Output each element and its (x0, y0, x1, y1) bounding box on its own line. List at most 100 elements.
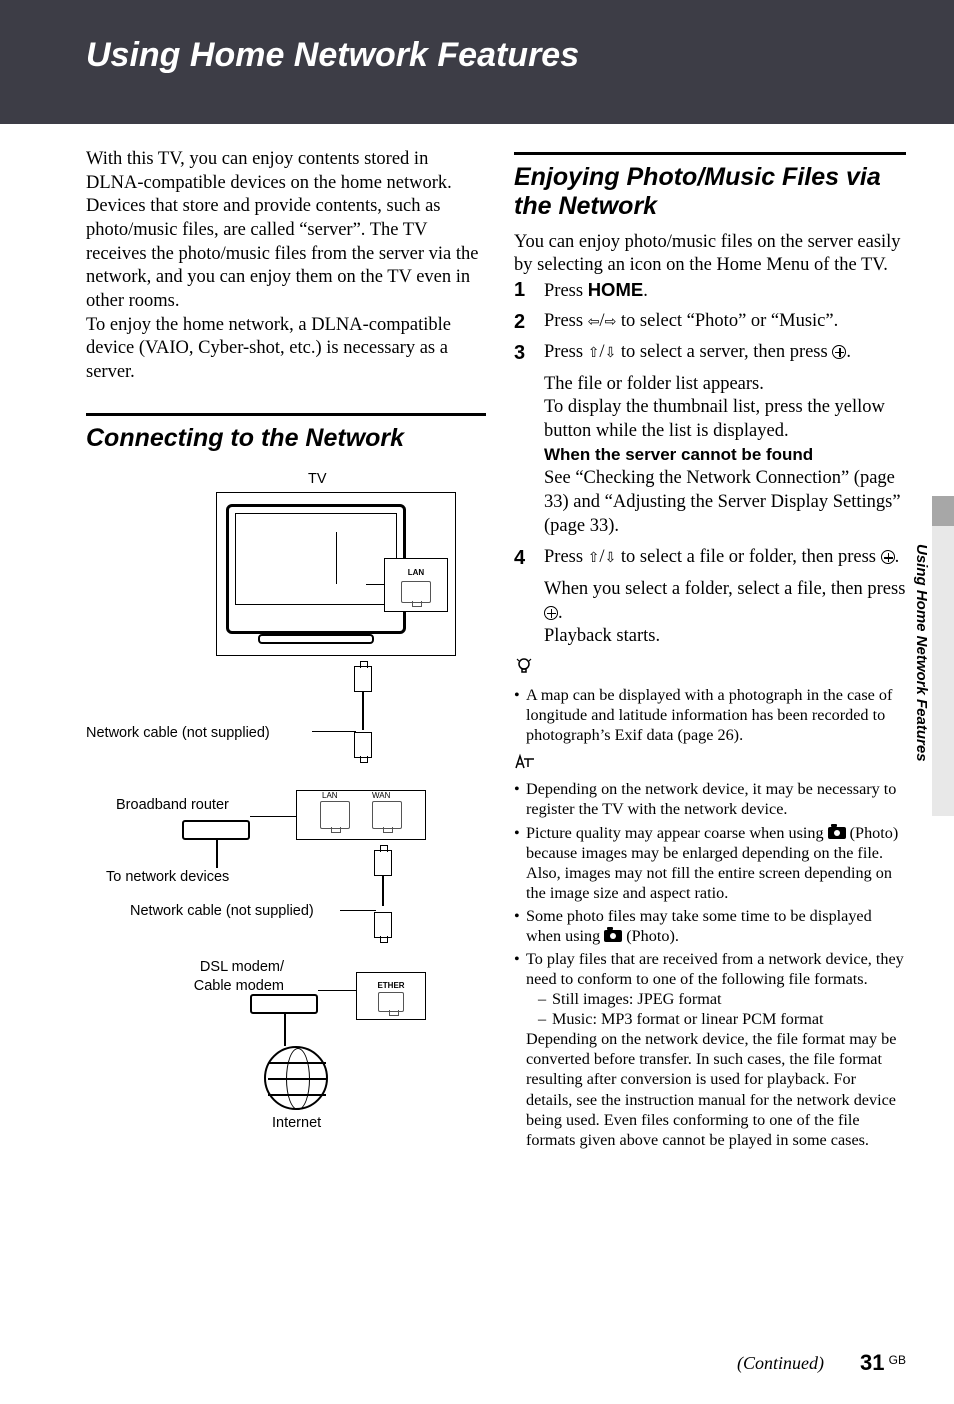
step-4: 4 Press ⇧/⇩ to select a file or folder, … (514, 546, 906, 572)
lan-port-label: LAN (408, 568, 424, 578)
router-ports-icon: LAN WAN (296, 790, 426, 840)
right-arrow-icon: ⇨ (605, 313, 617, 331)
step3-p1: The file or folder list appears. (544, 373, 906, 397)
modem-icon (250, 994, 318, 1014)
note-sub-text: Still images: JPEG format (552, 989, 722, 1009)
step-num: 1 (514, 278, 544, 304)
note-text: Picture quality may appear coarse when u… (526, 823, 906, 903)
content-columns: With this TV, you can enjoy contents sto… (0, 124, 954, 1153)
router-wan-label: WAN (372, 791, 390, 801)
enjoy-intro: You can enjoy photo/music files on the s… (514, 231, 906, 278)
plug-icon (354, 666, 372, 692)
side-tab (932, 526, 954, 816)
note-item: •Some photo files may take some time to … (514, 906, 906, 946)
page-footer: 31 GB (860, 1350, 906, 1376)
lead-line (318, 990, 356, 991)
enter-icon (544, 606, 558, 620)
right-column: Enjoying Photo/Music Files via the Netwo… (514, 148, 906, 1153)
modem-port-icon: ETHER (356, 972, 426, 1020)
step-body: Press ⇧/⇩ to select a server, then press… (544, 341, 906, 367)
note-sub-text: Music: MP3 format or linear PCM format (552, 1009, 824, 1029)
note-item: • To play files that are received from a… (514, 949, 906, 1150)
tip-list: •A map can be displayed with a photograp… (514, 685, 906, 745)
lan-port-icon: LAN (384, 558, 448, 612)
step-1: 1 Press HOME. (514, 278, 906, 304)
enter-icon (832, 345, 846, 359)
lead-line (340, 910, 376, 911)
left-column: With this TV, you can enjoy contents sto… (86, 148, 486, 1153)
intro-p3: To enjoy the home network, a DLNA-compat… (86, 314, 486, 385)
continued-label: (Continued) (737, 1353, 824, 1374)
router-icon (182, 820, 250, 840)
step4-p1: When you select a folder, select a file,… (544, 578, 906, 625)
diagram-label-cable2: Network cable (not supplied) (130, 902, 314, 921)
section-rule (514, 152, 906, 155)
tv-stand-icon (258, 634, 374, 644)
intro-p1: With this TV, you can enjoy contents sto… (86, 148, 486, 195)
note-item: •Depending on the network device, it may… (514, 779, 906, 819)
ether-label: ETHER (377, 981, 404, 991)
lead-line (312, 731, 356, 732)
note-text: Some photo files may take some time to b… (526, 906, 906, 946)
network-diagram: TV LAN Network cable (not supplied) Broa… (86, 470, 466, 1110)
home-button-label: HOME (588, 279, 644, 300)
step3-p2: To display the thumbnail list, press the… (544, 396, 906, 443)
step-2: 2 Press ⇦/⇨ to select “Photo” or “Music”… (514, 310, 906, 336)
section-rule (86, 413, 486, 416)
diagram-label-todevices: To network devices (106, 868, 229, 887)
step-body: Press HOME. (544, 278, 906, 304)
plug-icon (354, 732, 372, 758)
note-text: To play files that are received from a n… (526, 949, 906, 1150)
page-region: GB (889, 1353, 906, 1367)
cable-line (284, 1014, 286, 1046)
left-arrow-icon: ⇦ (588, 313, 600, 331)
diagram-label-cable1: Network cable (not supplied) (86, 724, 312, 743)
tip-icon (514, 657, 906, 683)
plug-icon (374, 912, 392, 938)
step4-sub: When you select a folder, select a file,… (544, 578, 906, 649)
step-text: Press (544, 281, 588, 301)
cable-line (362, 692, 364, 730)
diagram-label-router: Broadband router (116, 796, 229, 815)
note-subitem: –Still images: JPEG format (538, 989, 906, 1009)
cable-line (216, 840, 218, 868)
step3-sub: The file or folder list appears. To disp… (544, 373, 906, 539)
diagram-label-internet: Internet (272, 1114, 321, 1133)
note-icon (514, 753, 906, 777)
step-text: . (643, 281, 648, 301)
tip-text: A map can be displayed with a photograph… (526, 685, 906, 745)
camera-icon (604, 930, 622, 942)
step-list: 1 Press HOME. 2 Press ⇦/⇨ to select “Pho… (514, 278, 906, 367)
tip-item: •A map can be displayed with a photograp… (514, 685, 906, 745)
note-tail-text: Depending on the network device, the fil… (526, 1030, 896, 1148)
note-item: •Picture quality may appear coarse when … (514, 823, 906, 903)
step-num: 4 (514, 546, 544, 572)
tv-icon (226, 504, 406, 634)
note-list: •Depending on the network device, it may… (514, 779, 906, 1149)
intro-p2: Devices that store and provide contents,… (86, 195, 486, 313)
up-arrow-icon: ⇧ (588, 549, 600, 567)
router-lan-label: LAN (322, 791, 338, 801)
step-list-4: 4 Press ⇧/⇩ to select a file or folder, … (514, 546, 906, 572)
page-number: 31 (860, 1350, 884, 1375)
step-num: 2 (514, 310, 544, 336)
lead-line (336, 532, 337, 584)
globe-icon (264, 1046, 328, 1110)
step3-heading: When the server cannot be found (544, 444, 906, 466)
lead-line (250, 816, 296, 817)
step-num: 3 (514, 341, 544, 367)
down-arrow-icon: ⇩ (605, 549, 617, 567)
section-title-enjoy: Enjoying Photo/Music Files via the Netwo… (514, 163, 906, 221)
step-body: Press ⇧/⇩ to select a file or folder, th… (544, 546, 906, 572)
enter-icon (881, 550, 895, 564)
note-subitem: –Music: MP3 format or linear PCM format (538, 1009, 906, 1029)
diagram-label-modem: DSL modem/ Cable modem (184, 958, 284, 995)
up-arrow-icon: ⇧ (588, 344, 600, 362)
step3-p3: See “Checking the Network Connection” (p… (544, 467, 906, 538)
header-bar: Using Home Network Features (0, 0, 954, 124)
side-tab-marker (932, 496, 954, 528)
note-text: Depending on the network device, it may … (526, 779, 906, 819)
step-3: 3 Press ⇧/⇩ to select a server, then pre… (514, 341, 906, 367)
side-section-label: Using Home Network Features (913, 544, 930, 762)
diagram-label-tv: TV (308, 470, 327, 489)
